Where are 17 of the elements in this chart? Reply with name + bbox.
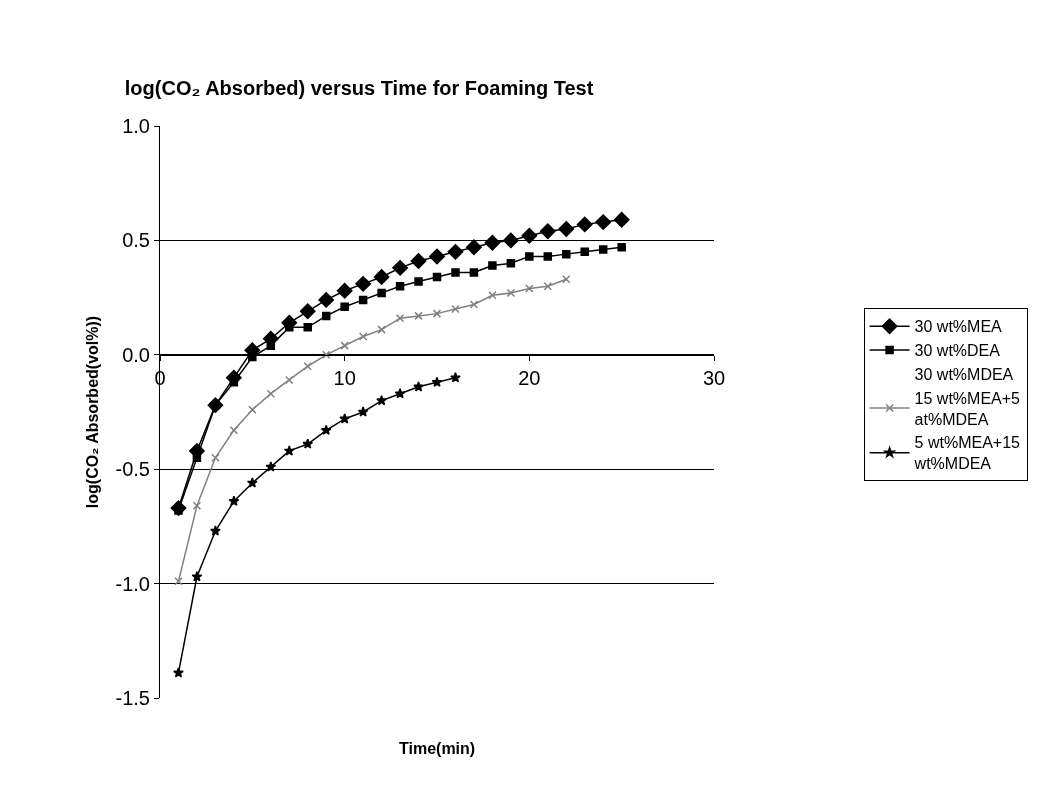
y-tick-label: 0.0 bbox=[122, 343, 150, 366]
y-tick-label: 0.5 bbox=[122, 229, 150, 252]
y-tick-label: -1.0 bbox=[115, 572, 150, 595]
y-tick-label: 1.0 bbox=[122, 115, 150, 137]
chart-title: log(CO₂ Absorbed) versus Time for Foaming Test bbox=[124, 77, 594, 100]
legend-label: 30 wt%MEA bbox=[914, 318, 1003, 336]
y-tick-label: -1.5 bbox=[115, 687, 150, 709]
x-tick-label: 20 bbox=[518, 366, 541, 389]
y-axis-title: log(CO₂ Absorbed(vol%)) bbox=[84, 315, 102, 509]
y-tick-label: -0.5 bbox=[115, 458, 150, 481]
text: 30 wt%MDEA bbox=[914, 366, 1014, 384]
x-axis-title: Time(min) bbox=[399, 740, 476, 757]
legend-label: 15 wt%MEA+5 at%MDEA bbox=[914, 389, 1021, 428]
x-tick-label: 10 bbox=[333, 366, 356, 389]
legend-label: 30 wt%DEA bbox=[914, 342, 1001, 360]
legend-label: 5 wt%MEA+15 wt%MDEA bbox=[913, 434, 1021, 473]
x-tick-label: 30 bbox=[702, 366, 726, 389]
